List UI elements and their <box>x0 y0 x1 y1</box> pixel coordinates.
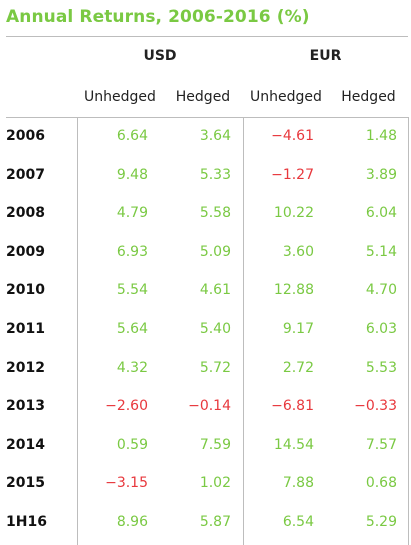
cell-2007-usd-hedged: 5.33 <box>199 167 231 183</box>
cell-2012-eur-unhedged: 2.72 <box>282 360 314 376</box>
cell-2009-usd-hedged: 5.09 <box>199 244 231 260</box>
cell-2009-eur-unhedged: 3.60 <box>282 244 314 260</box>
cell-2014-eur-unhedged: 14.54 <box>273 437 314 453</box>
cell-2013-usd-unhedged: −2.60 <box>105 398 148 414</box>
cell-1h16-usd-unhedged: 8.96 <box>116 514 148 530</box>
row-label-2014: 2014 <box>6 437 45 453</box>
cell-2014-usd-hedged: 7.59 <box>199 437 231 453</box>
cell-2007-eur-hedged: 3.89 <box>365 167 397 183</box>
cell-1h16-usd-hedged: 5.87 <box>199 514 231 530</box>
row-label-2012: 2012 <box>6 360 45 376</box>
cell-2015-eur-hedged: 0.68 <box>365 475 397 491</box>
cell-2007-eur-unhedged: −1.27 <box>271 167 314 183</box>
cell-2012-eur-hedged: 5.53 <box>365 360 397 376</box>
cell-2008-eur-hedged: 6.04 <box>365 205 397 221</box>
cell-2006-eur-hedged: 1.48 <box>365 128 397 144</box>
row-label-2007: 2007 <box>6 167 45 183</box>
cell-2010-eur-unhedged: 12.88 <box>273 282 314 298</box>
row-label-2011: 2011 <box>6 321 45 337</box>
cell-2011-usd-hedged: 5.40 <box>199 321 231 337</box>
chart-title: Annual Returns, 2006-2016 (%) <box>6 7 310 27</box>
cell-2014-eur-hedged: 7.57 <box>365 437 397 453</box>
cell-2007-usd-unhedged: 9.48 <box>116 167 148 183</box>
group-header-usd: USD <box>143 48 177 64</box>
cell-2009-eur-hedged: 5.14 <box>365 244 397 260</box>
cell-2010-usd-hedged: 4.61 <box>199 282 231 298</box>
cell-2011-eur-unhedged: 9.17 <box>282 321 314 337</box>
row-label-2009: 2009 <box>6 244 45 260</box>
cell-2015-usd-unhedged: −3.15 <box>105 475 148 491</box>
cell-2006-usd-unhedged: 6.64 <box>116 128 148 144</box>
cell-2012-usd-unhedged: 4.32 <box>116 360 148 376</box>
row-label-1h16: 1H16 <box>6 514 47 530</box>
cell-2011-eur-hedged: 6.03 <box>365 321 397 337</box>
header-rule <box>6 117 408 118</box>
cell-2009-usd-unhedged: 6.93 <box>116 244 148 260</box>
row-label-2008: 2008 <box>6 205 45 221</box>
group-header-eur: EUR <box>309 48 342 64</box>
cell-2008-usd-hedged: 5.58 <box>199 205 231 221</box>
cell-2010-usd-unhedged: 5.54 <box>116 282 148 298</box>
cell-2008-eur-unhedged: 10.22 <box>273 205 314 221</box>
cell-2013-eur-hedged: −0.33 <box>354 398 397 414</box>
column-header-eur-unhedged: Unhedged <box>250 89 322 105</box>
cell-2010-eur-hedged: 4.70 <box>365 282 397 298</box>
cell-1h16-eur-unhedged: 6.54 <box>282 514 314 530</box>
row-label-2013: 2013 <box>6 398 45 414</box>
cell-2008-usd-unhedged: 4.79 <box>116 205 148 221</box>
cell-2011-usd-unhedged: 5.64 <box>116 321 148 337</box>
cell-2013-eur-unhedged: −6.81 <box>271 398 314 414</box>
column-header-usd-hedged: Hedged <box>175 89 231 105</box>
column-header-usd-unhedged: Unhedged <box>84 89 156 105</box>
cell-2006-eur-unhedged: −4.61 <box>271 128 314 144</box>
cell-2006-usd-hedged: 3.64 <box>199 128 231 144</box>
cell-2015-usd-hedged: 1.02 <box>199 475 231 491</box>
title-rule <box>6 36 408 37</box>
row-label-2010: 2010 <box>6 282 45 298</box>
cell-1h16-eur-hedged: 5.29 <box>365 514 397 530</box>
cell-2015-eur-unhedged: 7.88 <box>282 475 314 491</box>
divider-right-edge <box>408 117 409 545</box>
cell-2012-usd-hedged: 5.72 <box>199 360 231 376</box>
cell-2014-usd-unhedged: 0.59 <box>116 437 148 453</box>
row-label-2015: 2015 <box>6 475 45 491</box>
cell-2013-usd-hedged: −0.14 <box>188 398 231 414</box>
column-header-eur-hedged: Hedged <box>341 89 396 105</box>
row-label-2006: 2006 <box>6 128 45 144</box>
divider-label-column <box>77 117 78 545</box>
divider-usd-eur <box>243 117 244 545</box>
